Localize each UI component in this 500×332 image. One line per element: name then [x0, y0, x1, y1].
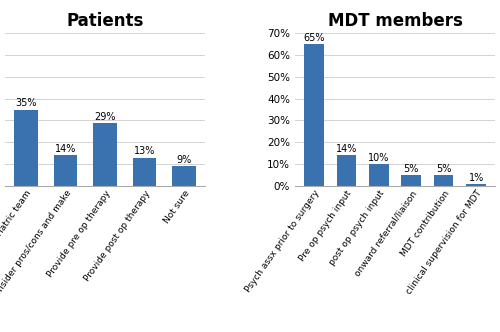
Text: 1%: 1%: [468, 173, 484, 183]
Text: 10%: 10%: [368, 153, 390, 163]
Bar: [402, 175, 421, 186]
Bar: [304, 44, 324, 186]
Bar: [466, 184, 486, 186]
Bar: [434, 175, 454, 186]
Text: 65%: 65%: [303, 33, 324, 43]
Bar: [132, 158, 156, 186]
Text: 35%: 35%: [15, 99, 36, 109]
Text: 5%: 5%: [436, 164, 452, 174]
Bar: [93, 123, 117, 186]
Bar: [14, 110, 38, 186]
Text: 14%: 14%: [336, 144, 357, 154]
Bar: [172, 166, 196, 186]
Bar: [336, 155, 356, 186]
Text: 9%: 9%: [176, 155, 192, 165]
Text: 14%: 14%: [55, 144, 76, 154]
Bar: [54, 155, 78, 186]
Title: MDT members: MDT members: [328, 12, 462, 30]
Bar: [369, 164, 388, 186]
Title: Patients: Patients: [66, 12, 144, 30]
Text: 5%: 5%: [404, 164, 419, 174]
Text: 29%: 29%: [94, 112, 116, 122]
Text: 13%: 13%: [134, 146, 155, 156]
